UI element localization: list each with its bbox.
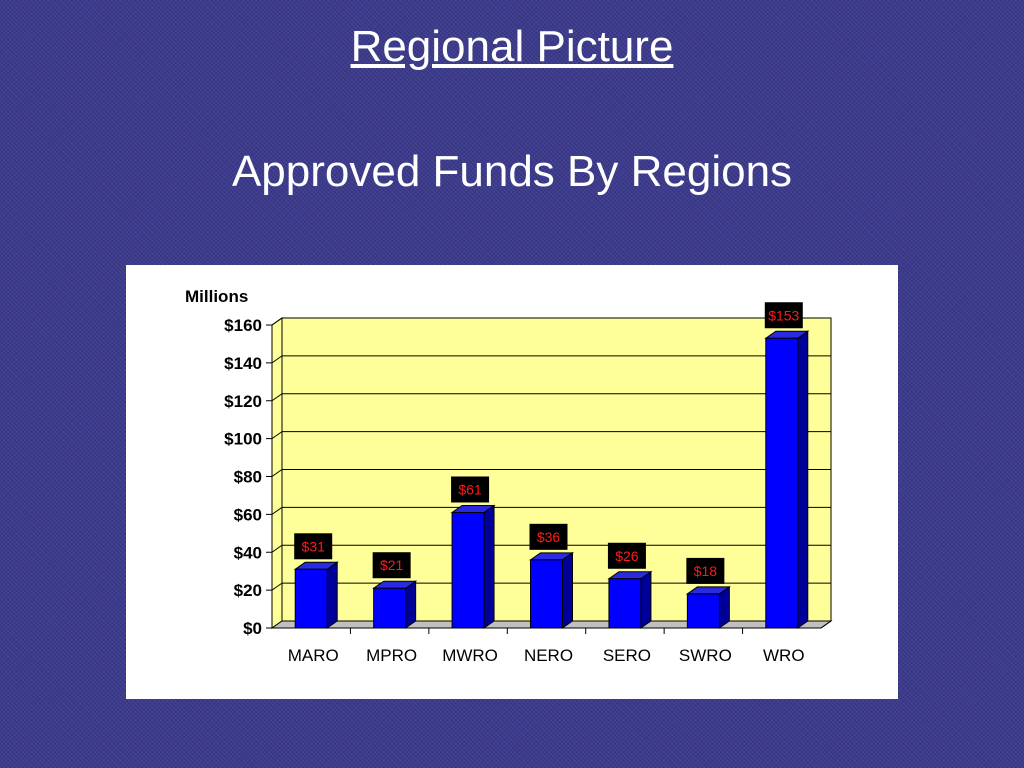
bar — [294, 568, 328, 629]
bar-side — [562, 551, 573, 629]
data-label: $21 — [380, 557, 404, 573]
x-category-label: SWRO — [679, 646, 732, 665]
gridline-side — [271, 431, 283, 440]
y-tick-label: $20 — [234, 581, 262, 600]
bar — [530, 559, 563, 629]
slide-subtitle: Approved Funds By Regions — [231, 147, 793, 196]
gridline-side — [271, 582, 283, 591]
data-label-box — [529, 523, 568, 550]
bar-side — [483, 504, 495, 629]
slide-title: Regional Picture — [350, 22, 674, 71]
data-label-box — [764, 302, 803, 329]
y-tick-label: $100 — [224, 430, 262, 449]
bar — [686, 593, 720, 629]
data-label: $18 — [694, 563, 718, 579]
x-category-label: MARO — [288, 646, 339, 665]
x-category-label: MPRO — [366, 646, 417, 665]
y-unit-label: Millions — [185, 287, 248, 306]
chart-panel: Millions $0 $20 $40 $60 $80 $100 $120 $140 $160 $… — [126, 265, 898, 699]
bar — [373, 587, 407, 629]
y-tick-label: $140 — [224, 354, 262, 373]
data-label-box — [372, 552, 411, 579]
bar-side — [640, 570, 652, 629]
gridline-side — [271, 469, 283, 477]
gridline-side — [271, 355, 283, 364]
bar — [608, 578, 642, 629]
data-label: $36 — [537, 529, 561, 545]
x-category-label: WRO — [763, 646, 805, 665]
data-label: $31 — [302, 538, 326, 554]
gridline-side — [271, 506, 283, 515]
data-label: $61 — [458, 481, 482, 497]
gridline-side — [271, 544, 283, 553]
x-category-label: MWRO — [442, 646, 498, 665]
data-label-box — [686, 557, 725, 584]
gridline-side — [271, 317, 283, 326]
x-category-label: SERO — [603, 646, 651, 665]
data-label: $26 — [615, 548, 639, 564]
y-tick-label: $160 — [224, 316, 262, 335]
y-tick-label: $0 — [243, 619, 262, 638]
data-label-box — [607, 542, 646, 569]
bar-chart: Millions $0 $20 $40 $60 $80 $100 $120 $140 $160 $… — [185, 287, 833, 665]
y-tick-label: $80 — [234, 468, 262, 487]
y-tick-label: $60 — [234, 505, 262, 524]
x-category-label: NERO — [524, 646, 573, 665]
bar — [451, 511, 485, 629]
y-tick-label: $120 — [224, 392, 262, 411]
data-label: $153 — [768, 307, 799, 323]
bar-side — [326, 561, 338, 629]
gridline-side — [271, 393, 283, 402]
data-label-box — [294, 533, 333, 560]
floor-edge — [820, 620, 832, 629]
data-label-box — [451, 476, 490, 503]
bar-side — [797, 330, 809, 629]
bar — [765, 337, 799, 629]
bar-side — [405, 580, 417, 629]
y-tick-label: $40 — [234, 543, 262, 562]
